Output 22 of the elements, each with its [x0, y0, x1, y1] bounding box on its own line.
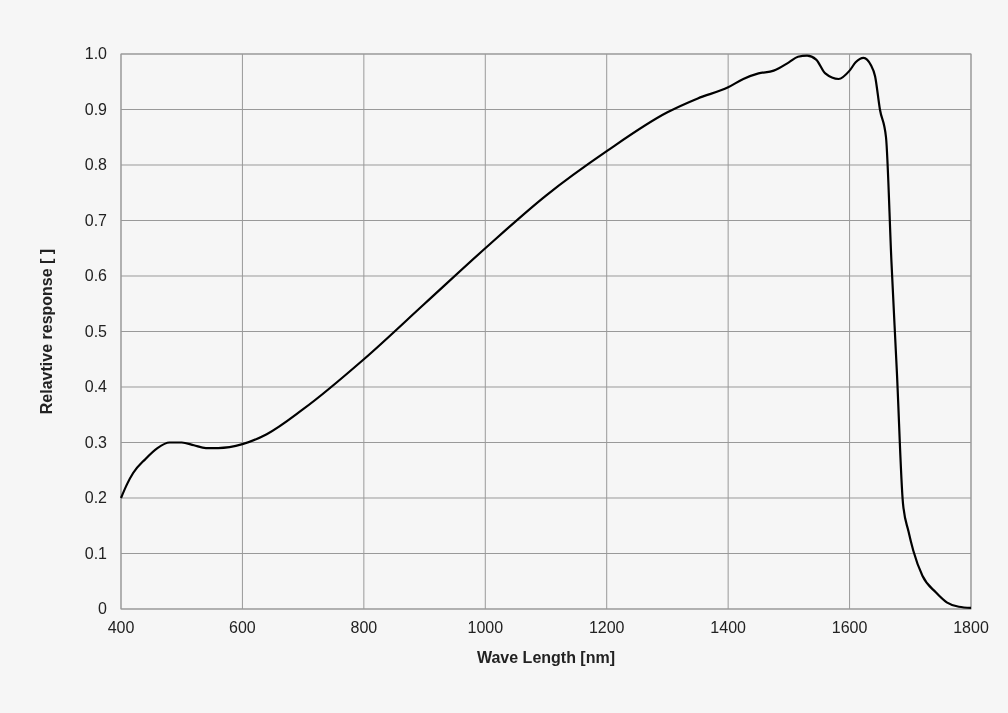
- x-tick-label: 1400: [710, 619, 747, 636]
- y-axis-title: Relavtive response [ ]: [38, 248, 55, 415]
- y-tick-label: 0.8: [84, 156, 108, 173]
- y-tick-label: 0.1: [84, 544, 108, 562]
- y-tick-label: 1.0: [84, 45, 108, 62]
- line-series: [119, 54, 973, 609]
- x-tick-label: 600: [229, 619, 256, 636]
- x-tick-label: 800: [350, 619, 378, 636]
- y-tick-label: 0.7: [84, 211, 108, 229]
- y-tick-label: 0.6: [84, 267, 108, 284]
- x-tick-label: 1000: [467, 619, 504, 636]
- y-tick-label: 0.5: [84, 322, 108, 340]
- x-tick-label: 400: [107, 619, 135, 636]
- y-tick-label: 0.3: [84, 433, 108, 451]
- x-tick-label: 1800: [953, 619, 989, 636]
- x-tick-label: 1600: [831, 619, 868, 636]
- y-tick-label: 0.4: [84, 378, 108, 395]
- y-tick-label: 0.9: [84, 100, 108, 118]
- x-tick-label: 1200: [588, 619, 625, 636]
- x-axis-title: Wave Length [nm]: [476, 649, 616, 666]
- y-tick-label: 0: [98, 600, 108, 617]
- y-tick-label: 0.2: [84, 489, 108, 506]
